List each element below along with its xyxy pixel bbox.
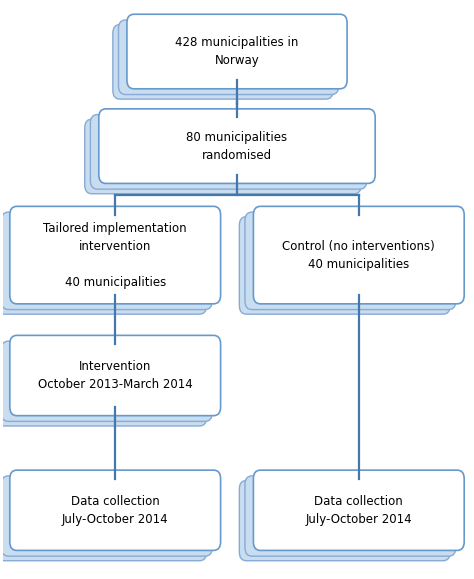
FancyBboxPatch shape xyxy=(1,476,212,556)
FancyBboxPatch shape xyxy=(239,481,450,560)
FancyBboxPatch shape xyxy=(1,212,212,310)
FancyBboxPatch shape xyxy=(1,341,212,422)
FancyBboxPatch shape xyxy=(254,470,464,551)
Text: 428 municipalities in
Norway: 428 municipalities in Norway xyxy=(175,36,299,67)
Text: Tailored implementation
intervention

40 municipalities: Tailored implementation intervention 40 … xyxy=(44,222,187,288)
Text: Data collection
July-October 2014: Data collection July-October 2014 xyxy=(62,495,169,526)
FancyBboxPatch shape xyxy=(91,115,367,189)
FancyBboxPatch shape xyxy=(118,20,338,94)
FancyBboxPatch shape xyxy=(127,14,347,89)
FancyBboxPatch shape xyxy=(239,217,450,314)
FancyBboxPatch shape xyxy=(0,346,207,426)
FancyBboxPatch shape xyxy=(113,24,333,99)
Text: 80 municipalities
randomised: 80 municipalities randomised xyxy=(186,131,288,162)
FancyBboxPatch shape xyxy=(10,335,220,416)
FancyBboxPatch shape xyxy=(0,481,207,560)
Text: Intervention
October 2013-March 2014: Intervention October 2013-March 2014 xyxy=(38,360,192,391)
FancyBboxPatch shape xyxy=(10,470,220,551)
Text: Control (no interventions)
40 municipalities: Control (no interventions) 40 municipali… xyxy=(283,240,435,270)
FancyBboxPatch shape xyxy=(99,109,375,184)
FancyBboxPatch shape xyxy=(254,206,464,304)
FancyBboxPatch shape xyxy=(10,206,220,304)
FancyBboxPatch shape xyxy=(85,119,361,194)
FancyBboxPatch shape xyxy=(0,217,207,314)
Text: Data collection
July-October 2014: Data collection July-October 2014 xyxy=(305,495,412,526)
FancyBboxPatch shape xyxy=(245,212,456,310)
FancyBboxPatch shape xyxy=(245,476,456,556)
